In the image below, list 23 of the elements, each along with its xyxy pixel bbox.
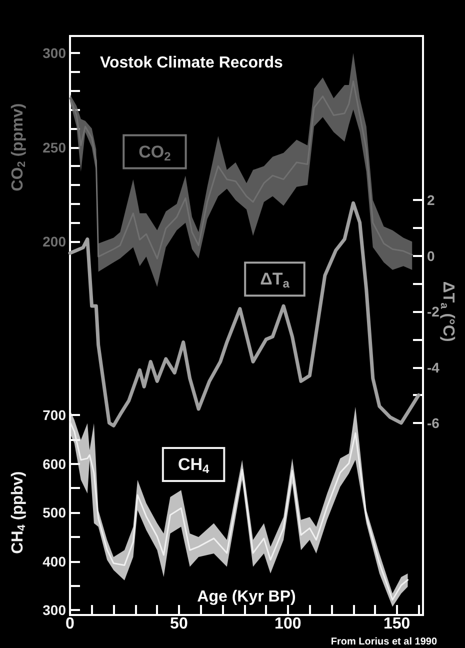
y-tick-label: 200: [42, 234, 66, 250]
x-tick-label: 0: [66, 616, 75, 632]
y-axis-title: CO2 (ppmv): [10, 103, 28, 192]
text: Vostok Climate Records: [100, 54, 283, 72]
y3-axis-title: CH4 (ppbv): [10, 471, 28, 554]
y2-tick-label: -2: [427, 304, 440, 320]
y3-tick-label: 400: [42, 553, 66, 570]
y3-tick-label: 700: [42, 407, 66, 424]
y2-tick-label: -4: [427, 359, 440, 376]
x-tick-label: 150: [384, 616, 410, 632]
x-tick-label: 100: [274, 616, 302, 632]
y2-tick-label: 0: [427, 248, 435, 264]
x-axis-title: Age (Kyr BP): [197, 588, 296, 606]
y2-tick-label: -6: [427, 414, 440, 431]
text: From Lorius et al 1990: [330, 636, 438, 648]
line-series: [68, 201, 420, 428]
x-tick-label: 50: [170, 616, 188, 632]
y-tick-label: 250: [42, 139, 66, 156]
y-tick-label: 300: [42, 44, 66, 61]
y2-axis-title: ΔTa (°C): [438, 281, 456, 342]
y3-tick-label: 600: [42, 456, 66, 472]
y3-tick-label: 500: [42, 504, 66, 521]
y2-tick-label: 2: [427, 192, 435, 208]
